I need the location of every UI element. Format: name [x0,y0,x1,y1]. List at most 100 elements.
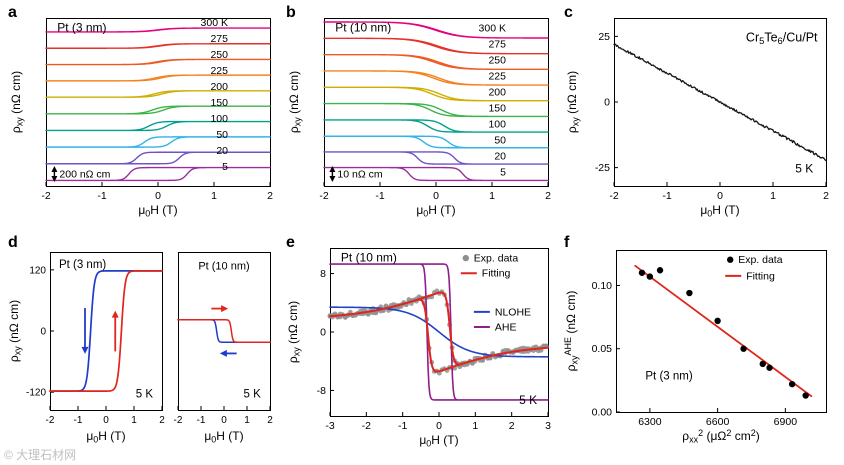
svg-text:6300: 6300 [638,416,662,428]
svg-text:0: 0 [155,190,161,202]
svg-text:μ0H (T): μ0H (T) [416,203,455,219]
svg-text:1: 1 [770,190,776,202]
svg-text:Pt (3 nm): Pt (3 nm) [645,371,692,383]
svg-text:0: 0 [221,415,227,426]
svg-text:0.00: 0.00 [592,407,613,419]
svg-text:ρxy (nΩ cm): ρxy (nΩ cm) [287,71,303,133]
svg-text:-2: -2 [362,420,371,432]
svg-text:5 K: 5 K [244,388,262,400]
svg-text:275: 275 [210,33,228,45]
panel-b-letter: b [286,4,296,21]
svg-text:-120: -120 [26,388,46,399]
svg-text:μ0H (T): μ0H (T) [138,203,177,219]
svg-text:0: 0 [436,420,442,432]
svg-text:2: 2 [159,415,165,426]
svg-text:-1: -1 [197,415,206,426]
svg-text:-3: -3 [325,420,334,432]
svg-text:300 K: 300 K [479,23,506,35]
panel-a-chart: -2 -1 0 1 2 μ0H (T) ρxy (nΩ cm) 300 K 275 250 225 2… [9,17,273,219]
svg-text:ρxyAHE (nΩ cm): ρxyAHE (nΩ cm) [563,291,580,372]
panel-d-chart: -2 -1 0 1 2 -120 0 120 μ0H (T) ρxy (nΩ cm) Pt (3 n… [7,252,273,445]
svg-text:2: 2 [267,190,273,202]
svg-text:5 K: 5 K [519,393,537,407]
svg-text:225: 225 [488,71,506,83]
svg-text:-1: -1 [398,420,407,432]
svg-text:μ0H (T): μ0H (T) [700,203,739,219]
svg-text:μ0H (T): μ0H (T) [419,433,458,449]
watermark: © 大理石材网 [4,448,77,462]
svg-text:100: 100 [488,119,506,131]
svg-text:-1: -1 [662,190,671,202]
svg-text:150: 150 [210,97,228,109]
svg-text:-1: -1 [74,415,83,426]
panel-f: f 6300 6600 6900 0.00 0.05 0.10 ρxx2 (μΩ2 cm2)… [562,234,840,462]
svg-text:20: 20 [494,151,506,163]
svg-text:0: 0 [320,327,326,339]
svg-text:250: 250 [488,55,506,67]
svg-text:-2: -2 [174,415,183,426]
panel-a-letter: a [8,4,17,21]
svg-text:NLOHE: NLOHE [495,306,531,318]
svg-text:6900: 6900 [774,416,798,428]
svg-text:1: 1 [472,420,478,432]
panel-c-chart: -2 -1 0 1 2 -25 0 25 μ0H (T) ρxy (nΩ cm) Cr5Te6/Cu… [565,18,829,219]
svg-text:250: 250 [210,49,228,61]
svg-text:1: 1 [489,190,495,202]
svg-text:μ0H (T): μ0H (T) [204,429,243,445]
svg-text:Fitting: Fitting [482,268,511,280]
svg-text:ρxy (nΩ cm): ρxy (nΩ cm) [565,71,581,133]
svg-text:0: 0 [40,327,46,338]
panel-a: a -2 -1 0 1 2 μ0H (T) ρxy (nΩ cm) 300 K 275 250 22… [6,4,282,230]
svg-text:50: 50 [216,129,228,141]
svg-text:-2: -2 [319,190,328,202]
svg-text:5: 5 [222,161,228,173]
svg-text:Exp. data: Exp. data [738,254,783,266]
svg-text:2: 2 [509,420,515,432]
svg-text:μ0H (T): μ0H (T) [86,429,125,445]
svg-text:0.05: 0.05 [592,343,613,355]
panel-b-chart: -2 -1 0 1 2 μ0H (T) ρxy (nΩ cm) 300 K 275 250 225 2… [287,18,551,219]
svg-text:2: 2 [823,190,829,202]
svg-text:ρxy (nΩ cm): ρxy (nΩ cm) [9,71,25,133]
svg-text:0: 0 [604,97,610,109]
svg-text:6600: 6600 [706,416,730,428]
svg-text:0: 0 [717,190,723,202]
svg-text:200: 200 [210,81,228,93]
svg-text:-2: -2 [41,190,50,202]
panel-f-chart: 6300 6600 6900 0.00 0.05 0.10 ρxx2 (μΩ2 cm2) ρx… [563,250,827,445]
svg-text:200 nΩ cm: 200 nΩ cm [59,169,110,181]
svg-text:Pt (3 nm): Pt (3 nm) [59,259,106,271]
svg-text:ρxx2 (μΩ2 cm2): ρxx2 (μΩ2 cm2) [682,428,759,445]
svg-text:2: 2 [267,415,273,426]
svg-text:10 nΩ cm: 10 nΩ cm [337,169,382,181]
svg-text:1: 1 [244,415,250,426]
svg-text:Pt (10 nm): Pt (10 nm) [341,250,397,264]
svg-text:-25: -25 [595,162,610,174]
svg-text:-2: -2 [609,190,618,202]
svg-text:25: 25 [598,31,610,43]
svg-text:8: 8 [320,268,326,280]
panel-d-letter: d [8,234,18,251]
svg-text:ρxy (nΩ cm): ρxy (nΩ cm) [286,301,302,363]
svg-text:-1: -1 [375,190,384,202]
svg-text:300 K: 300 K [201,17,228,29]
svg-text:1: 1 [211,190,217,202]
panel-b: b -2 -1 0 1 2 μ0H (T) ρxy (nΩ cm) 300 K 275 250 22… [284,4,560,230]
svg-text:Pt (3 nm): Pt (3 nm) [57,20,106,34]
svg-text:Pt (10 nm): Pt (10 nm) [335,20,391,34]
svg-text:Cr5Te6/Cu/Pt: Cr5Te6/Cu/Pt [746,31,818,47]
svg-text:5 K: 5 K [136,388,154,400]
panel-f-letter: f [564,234,570,251]
svg-text:275: 275 [488,39,506,51]
svg-text:2: 2 [545,190,551,202]
panel-e-chart: -3 -2 -1 0 1 2 3 8 0 -8 μ0H (T) ρxy (nΩ cm) Exp. dat… [286,248,551,449]
svg-text:-8: -8 [317,385,326,397]
svg-text:120: 120 [29,265,46,276]
svg-text:Pt (10 nm): Pt (10 nm) [198,260,249,272]
svg-text:-2: -2 [46,415,55,426]
svg-text:1: 1 [131,415,137,426]
svg-text:50: 50 [494,135,506,147]
svg-text:ρxy (nΩ cm): ρxy (nΩ cm) [7,300,23,362]
panel-c: c -2 -1 0 1 2 -25 0 25 μ0H (T) ρxy (nΩ cm) Cr5Te6/… [562,4,840,230]
